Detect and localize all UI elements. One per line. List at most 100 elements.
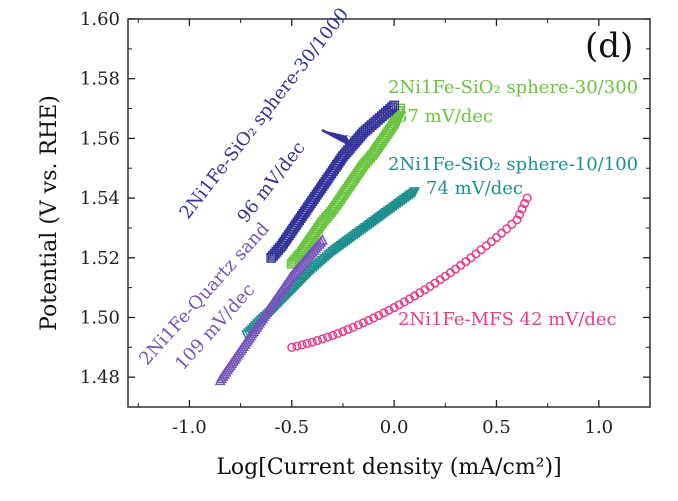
series-2ni1fe-mfs bbox=[287, 193, 532, 352]
data-point bbox=[327, 246, 339, 258]
data-point bbox=[396, 196, 408, 207]
data-point bbox=[338, 326, 348, 337]
data-point bbox=[302, 339, 312, 349]
data-point bbox=[312, 336, 322, 346]
data-point bbox=[323, 250, 335, 262]
data-point bbox=[343, 324, 353, 334]
data-point bbox=[357, 224, 369, 236]
data-point bbox=[368, 217, 380, 228]
data-point bbox=[339, 237, 351, 249]
data-point bbox=[407, 188, 418, 200]
y-tick-label: 1.60 bbox=[80, 9, 120, 30]
data-point bbox=[387, 102, 398, 113]
data-point bbox=[392, 199, 404, 210]
y-tick-label: 1.54 bbox=[80, 188, 120, 209]
data-point bbox=[347, 231, 359, 243]
data-point bbox=[337, 239, 349, 251]
series-2ni1fe-sio2-sphere-30-1000 bbox=[266, 100, 400, 263]
y-tick-label: 1.58 bbox=[80, 69, 120, 90]
data-point bbox=[374, 212, 386, 224]
data-point bbox=[358, 318, 368, 328]
data-point bbox=[520, 198, 530, 209]
data-point bbox=[331, 243, 343, 255]
data-point bbox=[341, 236, 353, 248]
data-point bbox=[355, 225, 367, 237]
data-point bbox=[319, 254, 330, 265]
plot-frame bbox=[127, 18, 651, 408]
data-point bbox=[348, 322, 358, 332]
series-2ni1fe-quartz-sand bbox=[214, 233, 328, 386]
data-point bbox=[333, 328, 343, 338]
y-tick-label: 1.48 bbox=[80, 367, 120, 388]
x-tick-label: -0.5 bbox=[274, 417, 309, 438]
y-tick-label: 1.52 bbox=[80, 248, 120, 269]
data-point bbox=[317, 233, 328, 245]
data-point bbox=[351, 228, 363, 240]
data-point bbox=[321, 252, 332, 264]
data-point bbox=[343, 234, 355, 246]
data-point bbox=[307, 337, 317, 347]
data-point bbox=[360, 222, 371, 234]
data-point bbox=[363, 315, 374, 325]
data-point bbox=[517, 204, 527, 214]
x-tick-label: 1.0 bbox=[585, 417, 614, 438]
x-tick-label: 0.5 bbox=[482, 417, 511, 438]
data-point bbox=[391, 113, 402, 124]
data-point bbox=[514, 209, 525, 219]
data-point bbox=[390, 200, 402, 212]
data-point bbox=[315, 257, 326, 269]
label-sphere-10-100: 2Ni1Fe-SiO₂ sphere-10/100 bbox=[388, 154, 638, 175]
data-point bbox=[349, 230, 361, 242]
data-point bbox=[366, 218, 378, 230]
data-point bbox=[389, 303, 399, 313]
data-point bbox=[246, 324, 258, 336]
data-point bbox=[292, 341, 302, 351]
data-point bbox=[386, 203, 398, 215]
x-tick-label: 0.0 bbox=[380, 417, 409, 438]
slope-sphere-30-300: 87 mV/dec bbox=[396, 106, 493, 127]
data-point bbox=[362, 221, 373, 233]
data-point bbox=[370, 215, 382, 227]
data-point bbox=[372, 214, 384, 225]
data-point bbox=[512, 215, 522, 225]
data-point bbox=[394, 300, 404, 310]
data-point bbox=[317, 255, 328, 267]
data-point bbox=[306, 264, 318, 276]
data-point bbox=[389, 100, 400, 111]
panel-label: (d) bbox=[585, 26, 633, 66]
data-point bbox=[310, 261, 322, 273]
data-point bbox=[369, 313, 379, 323]
data-point bbox=[502, 224, 512, 234]
data-point bbox=[345, 233, 357, 245]
data-point bbox=[297, 340, 307, 350]
data-point bbox=[378, 209, 390, 221]
data-point bbox=[379, 308, 389, 318]
data-point bbox=[409, 187, 421, 198]
label-mfs: 2Ni1Fe-MFS 42 mV/dec bbox=[398, 309, 617, 330]
data-point bbox=[390, 116, 401, 126]
data-point bbox=[380, 208, 392, 219]
data-point bbox=[287, 342, 297, 352]
data-point bbox=[364, 219, 375, 231]
data-point bbox=[353, 227, 365, 239]
data-point bbox=[308, 262, 320, 274]
data-point bbox=[333, 242, 345, 254]
data-point bbox=[384, 305, 394, 315]
series-2ni1fe-sio2-sphere-10-100 bbox=[241, 187, 421, 342]
data-point bbox=[388, 202, 400, 213]
data-point bbox=[329, 245, 341, 257]
data-point bbox=[376, 211, 388, 222]
x-axis-title: Log[Current density (mA/cm²)] bbox=[216, 455, 561, 480]
data-point bbox=[394, 197, 406, 209]
axis-ticks: -1.0 -0.5 0.0 0.5 1.0 1.48 1.50 1.52 1.54 1.56 1.5… bbox=[80, 9, 650, 438]
data-point bbox=[507, 219, 517, 229]
data-point bbox=[403, 191, 414, 203]
data-point bbox=[317, 334, 328, 344]
y-tick-label: 1.56 bbox=[80, 128, 120, 149]
y-tick-label: 1.50 bbox=[80, 307, 120, 328]
data-point bbox=[374, 310, 384, 321]
series-marks bbox=[214, 100, 532, 386]
data-point bbox=[335, 240, 347, 252]
data-point bbox=[384, 205, 396, 216]
